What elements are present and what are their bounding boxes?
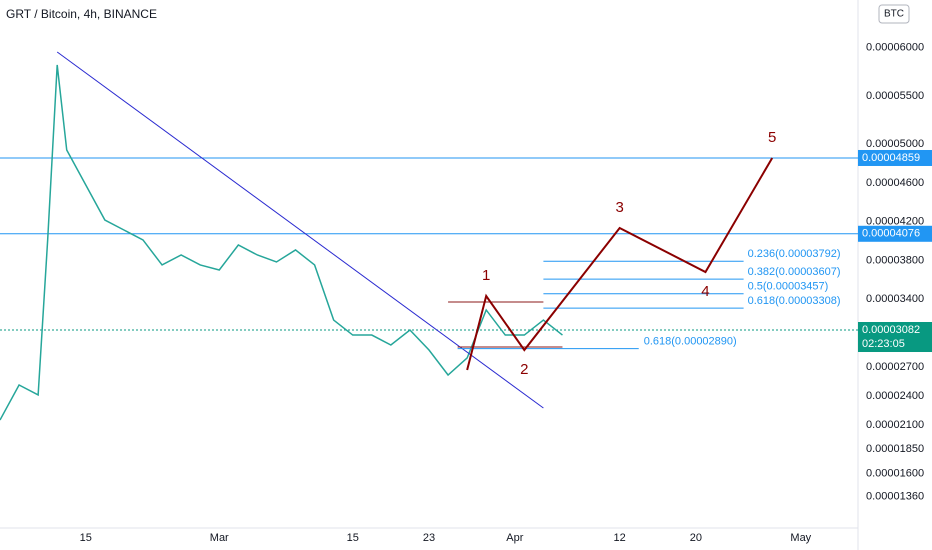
- x-tick-label: 12: [614, 532, 626, 544]
- x-tick-label: May: [790, 532, 811, 544]
- level-price-box: [858, 225, 932, 242]
- y-tick-label: 0.00006000: [866, 41, 924, 53]
- y-tick-label: 0.00001360: [866, 491, 924, 503]
- wave-label: 1: [482, 267, 490, 284]
- wave-label: 5: [768, 129, 776, 146]
- wave-label: 4: [701, 283, 709, 300]
- x-tick-label: 20: [690, 532, 702, 544]
- y-tick-label: 0.00001600: [866, 467, 924, 479]
- x-tick-label: 15: [347, 532, 359, 544]
- y-tick-label: 0.00002100: [866, 419, 924, 431]
- wave-label: 2: [520, 361, 528, 378]
- level-price-label: 0.00004076: [862, 228, 920, 240]
- fib-label: 0.618(0.00003308): [748, 295, 841, 307]
- level-price-box: [858, 149, 932, 166]
- y-tick-label: 0.00003400: [866, 293, 924, 305]
- y-tick-label: 0.00002700: [866, 361, 924, 373]
- y-tick-label: 0.00004600: [866, 177, 924, 189]
- x-tick-label: 23: [423, 532, 435, 544]
- currency-button-label[interactable]: BTC: [884, 9, 904, 20]
- level-price-label: 0.00004859: [862, 152, 920, 164]
- x-tick-label: 15: [80, 532, 92, 544]
- y-tick-label: 0.00001850: [866, 443, 924, 455]
- fib-label: 0.236(0.00003792): [748, 248, 841, 260]
- countdown: 02:23:05: [862, 338, 905, 350]
- wave-label: 3: [615, 199, 623, 216]
- fib-label: 0.5(0.00003457): [748, 281, 829, 293]
- fib-label: 0.618(0.00002890): [644, 335, 737, 347]
- y-tick-label: 0.00002400: [866, 390, 924, 402]
- fib-label: 0.382(0.00003607): [748, 266, 841, 278]
- y-tick-label: 0.00005500: [866, 90, 924, 102]
- currency-button[interactable]: [878, 4, 910, 24]
- wave-path: [466, 157, 774, 371]
- y-tick-label: 0.00004200: [866, 216, 924, 228]
- last-price-box: [858, 322, 932, 353]
- price-line: [0, 64, 563, 421]
- last-price-label: 0.00003082: [862, 324, 920, 336]
- x-tick-label: Mar: [210, 532, 229, 544]
- y-tick-label: 0.00005000: [866, 138, 924, 150]
- y-tick-label: 0.00003800: [866, 254, 924, 266]
- chart-title: GRT / Bitcoin, 4h, BINANCE: [6, 7, 157, 21]
- x-tick-label: Apr: [506, 532, 523, 544]
